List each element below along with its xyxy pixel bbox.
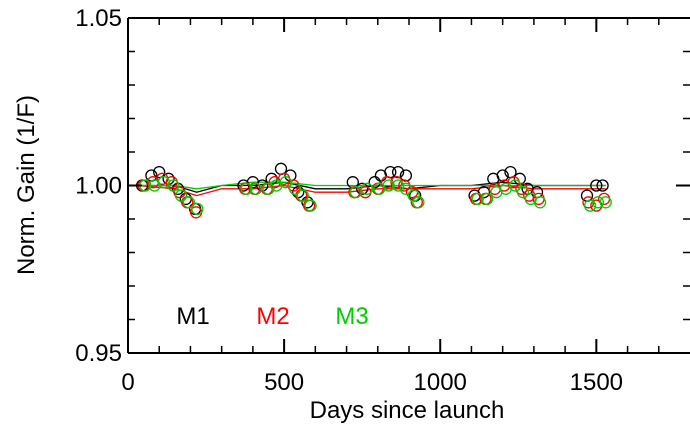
data-point bbox=[399, 182, 413, 195]
data-point bbox=[591, 196, 605, 209]
data-point bbox=[382, 179, 395, 192]
data-markers bbox=[135, 162, 612, 219]
legend-entry-m3: M3 bbox=[335, 303, 368, 330]
y-tick-label: 1.00 bbox=[75, 173, 122, 200]
data-point bbox=[509, 179, 522, 192]
data-point bbox=[590, 179, 603, 192]
data-point bbox=[349, 186, 363, 199]
x-axis-label: Days since launch bbox=[310, 397, 505, 424]
x-tick-label: 0 bbox=[121, 369, 134, 396]
series-m1 bbox=[135, 162, 609, 216]
data-point bbox=[304, 199, 317, 212]
data-point bbox=[412, 196, 425, 209]
legend-entry-m2: M2 bbox=[256, 303, 289, 330]
data-point bbox=[596, 179, 609, 192]
data-point bbox=[174, 189, 188, 202]
data-point bbox=[533, 196, 547, 209]
data-point bbox=[153, 165, 166, 179]
data-point bbox=[360, 182, 374, 195]
data-point bbox=[516, 186, 530, 199]
data-point bbox=[262, 182, 275, 195]
legend-entry-m1: M1 bbox=[176, 303, 209, 330]
x-tick-label: 1000 bbox=[414, 369, 467, 396]
data-point bbox=[583, 199, 597, 212]
data-point bbox=[407, 189, 420, 202]
data-point bbox=[296, 189, 309, 202]
data-point bbox=[288, 182, 302, 195]
series-m3 bbox=[139, 176, 612, 216]
data-point bbox=[167, 179, 180, 192]
data-point bbox=[274, 162, 288, 175]
data-point bbox=[191, 202, 204, 216]
data-point bbox=[496, 169, 509, 182]
data-point bbox=[240, 182, 253, 195]
legend: M1 M2 M3 bbox=[176, 303, 368, 330]
data-point bbox=[477, 186, 491, 199]
data-point bbox=[399, 169, 413, 182]
trend-lines bbox=[137, 181, 606, 197]
data-point bbox=[391, 179, 405, 192]
y-tick-label: 0.95 bbox=[75, 340, 122, 367]
x-tick-label: 1500 bbox=[570, 369, 623, 396]
data-point bbox=[471, 192, 484, 206]
data-point bbox=[513, 172, 526, 185]
data-point bbox=[599, 196, 612, 209]
data-point bbox=[480, 192, 494, 206]
ticks: 0.95 1.00 1.05 0 500 1000 1500 bbox=[75, 5, 690, 396]
data-point bbox=[368, 176, 381, 189]
x-tick-label: 500 bbox=[264, 369, 304, 396]
y-tick-label: 1.05 bbox=[75, 5, 122, 32]
data-point bbox=[249, 182, 263, 195]
series-m2 bbox=[137, 172, 611, 219]
data-point bbox=[182, 196, 196, 209]
y-axis-label: Norm. Gain (1/F) bbox=[13, 95, 40, 275]
data-point bbox=[356, 182, 369, 195]
data-point bbox=[279, 176, 292, 189]
